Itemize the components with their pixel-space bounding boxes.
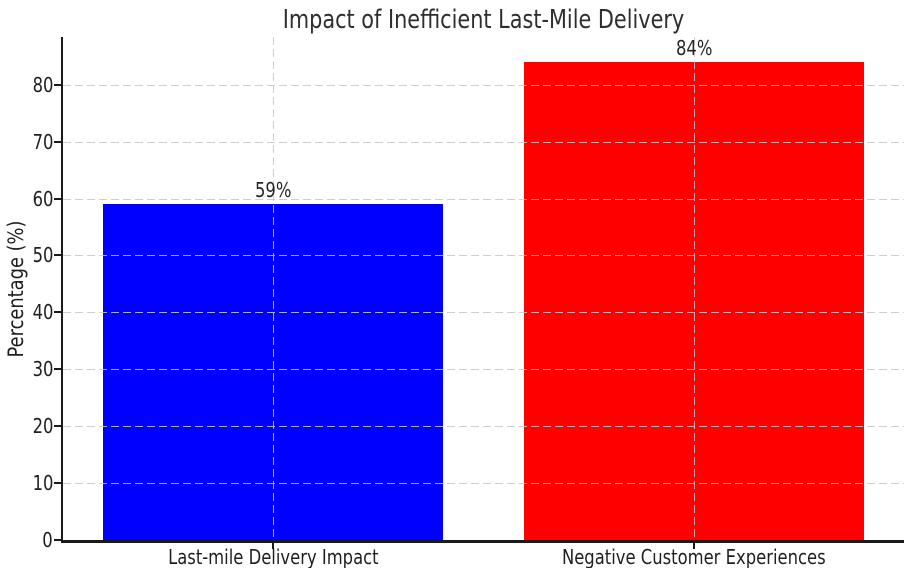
x-tick-label-2: Negative Customer Experiences — [484, 545, 905, 568]
y-tick-text: 60 — [32, 186, 53, 211]
y-tick-text: 10 — [32, 471, 53, 496]
bar-value-text: 59% — [255, 178, 292, 203]
h-gridline-70 — [63, 141, 904, 143]
h-gridline-40 — [63, 312, 904, 314]
v-gridline-1 — [273, 37, 275, 540]
y-tick-mark-10 — [54, 482, 61, 485]
y-tick-label-70: 70 — [0, 130, 53, 154]
bar-value-label-2: 84% — [484, 37, 905, 59]
y-tick-mark-30 — [54, 368, 61, 371]
y-tick-text: 20 — [32, 414, 53, 439]
x-tick-text: Last-mile Delivery Impact — [168, 545, 379, 568]
y-tick-mark-40 — [54, 311, 61, 314]
y-tick-text: 50 — [32, 243, 53, 268]
y-tick-label-20: 20 — [0, 414, 53, 438]
y-tick-mark-50 — [54, 254, 61, 257]
y-tick-text: 40 — [32, 300, 53, 325]
y-axis-title: Percentage (%) — [4, 220, 28, 358]
bar-value-label-1: 59% — [63, 179, 484, 201]
h-gridline-30 — [63, 369, 904, 371]
x-tick-mark-2 — [692, 543, 695, 549]
y-tick-text: 30 — [32, 357, 53, 382]
y-tick-mark-70 — [54, 140, 61, 143]
v-gridline-2 — [693, 37, 695, 540]
h-gridline-80 — [63, 84, 904, 86]
x-tick-text: Negative Customer Experiences — [561, 545, 826, 568]
y-tick-mark-60 — [54, 197, 61, 200]
bar-value-text: 84% — [675, 36, 712, 61]
y-tick-label-0: 0 — [0, 528, 53, 552]
plot-area — [61, 37, 904, 543]
y-tick-label-50: 50 — [0, 243, 53, 267]
h-gridline-20 — [63, 426, 904, 428]
y-tick-mark-0 — [54, 539, 61, 541]
x-tick-mark-1 — [272, 543, 275, 549]
y-tick-mark-20 — [54, 425, 61, 428]
y-tick-label-80: 80 — [0, 73, 53, 97]
y-tick-label-30: 30 — [0, 357, 53, 381]
h-gridline-10 — [63, 483, 904, 485]
y-tick-label-40: 40 — [0, 300, 53, 324]
chart-title: Impact of Inefficient Last-Mile Delivery — [282, 5, 685, 35]
y-tick-text: 0 — [42, 528, 53, 552]
h-gridline-60 — [63, 198, 904, 200]
y-tick-label-60: 60 — [0, 187, 53, 211]
y-tick-mark-80 — [54, 83, 61, 86]
y-tick-label-10: 10 — [0, 471, 53, 495]
h-gridline-50 — [63, 255, 904, 257]
y-tick-text: 70 — [32, 129, 53, 154]
y-tick-text: 80 — [32, 72, 53, 97]
x-tick-label-1: Last-mile Delivery Impact — [63, 545, 484, 568]
